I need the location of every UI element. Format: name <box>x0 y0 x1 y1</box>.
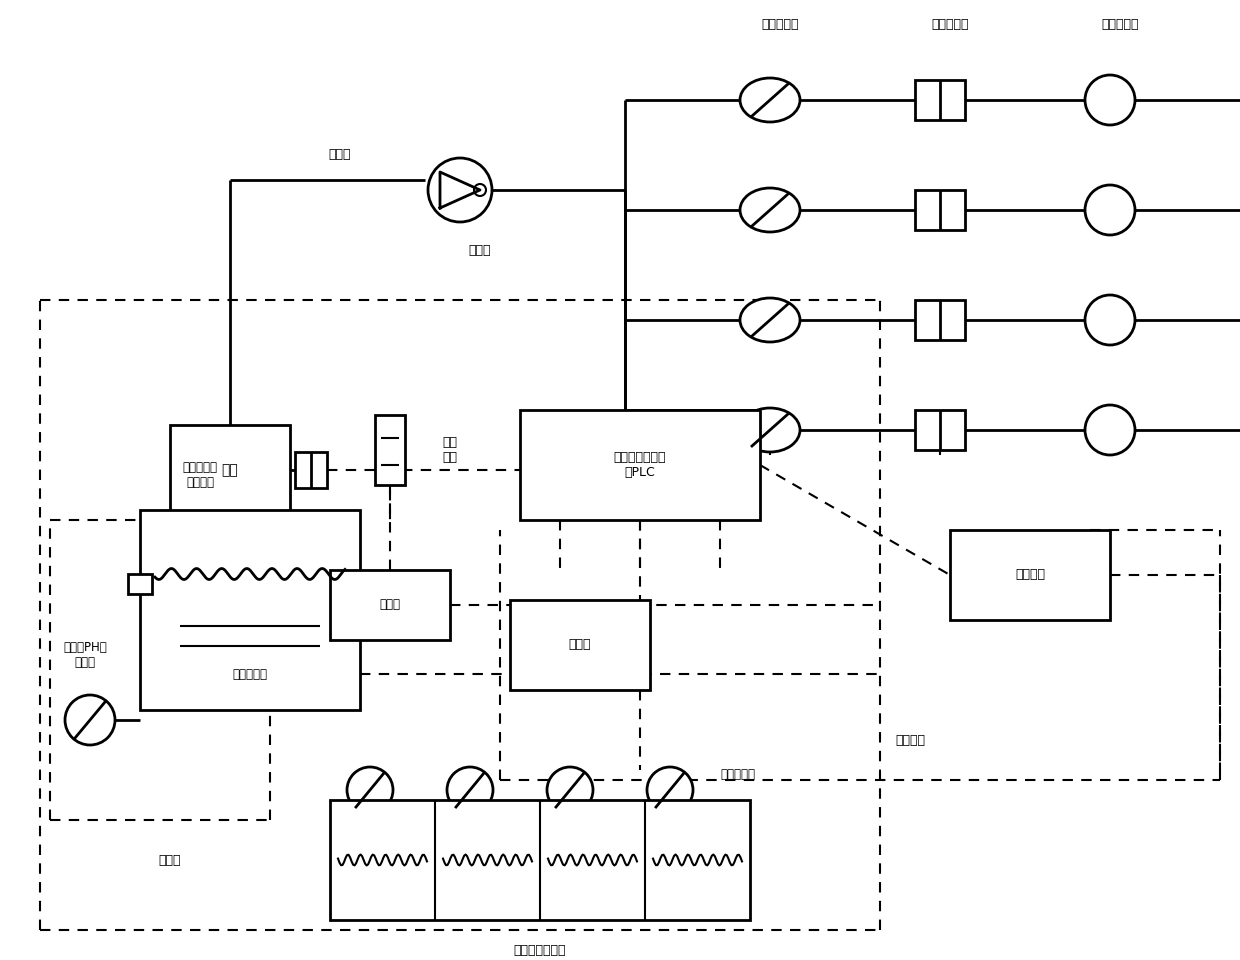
Circle shape <box>428 158 492 222</box>
Bar <box>950 530 1110 620</box>
Text: 稳流控制阀: 稳流控制阀 <box>720 769 755 781</box>
Bar <box>330 800 750 920</box>
Bar <box>170 425 290 515</box>
Circle shape <box>474 184 486 196</box>
Bar <box>915 300 965 340</box>
Text: 流量控制阀: 流量控制阀 <box>761 18 799 32</box>
Bar <box>520 410 760 520</box>
Bar <box>915 410 965 450</box>
Bar <box>915 80 965 120</box>
Bar <box>330 570 450 640</box>
Ellipse shape <box>740 408 800 452</box>
Circle shape <box>64 695 115 745</box>
Text: 可编程逻辑控制
器PLC: 可编程逻辑控制 器PLC <box>614 451 666 479</box>
Text: 单向阀: 单向阀 <box>469 244 491 256</box>
Text: 压注液实时
调配水箱: 压注液实时 调配水箱 <box>182 461 217 489</box>
Circle shape <box>647 767 693 813</box>
Bar <box>140 510 360 710</box>
Text: 注水管: 注水管 <box>329 149 351 161</box>
Bar <box>510 600 650 690</box>
Text: 搅拌器电机: 搅拌器电机 <box>233 667 268 681</box>
Text: 电源箱: 电源箱 <box>569 638 591 652</box>
Text: 压注液改性药箱: 压注液改性药箱 <box>513 944 567 956</box>
Bar <box>374 415 405 485</box>
Text: 粘度、PH值
传感器: 粘度、PH值 传感器 <box>63 641 107 669</box>
Ellipse shape <box>740 78 800 122</box>
Ellipse shape <box>740 298 800 342</box>
Bar <box>915 190 965 230</box>
Bar <box>295 452 327 488</box>
Circle shape <box>1085 185 1135 235</box>
Text: 连接电路: 连接电路 <box>895 733 925 747</box>
Circle shape <box>1085 75 1135 125</box>
Circle shape <box>1085 405 1135 455</box>
Circle shape <box>547 767 593 813</box>
Circle shape <box>446 767 494 813</box>
Ellipse shape <box>740 188 800 232</box>
Circle shape <box>1085 295 1135 345</box>
Text: 进水管: 进水管 <box>159 853 181 867</box>
Text: 流量传感器: 流量传感器 <box>931 18 968 32</box>
Text: 抽液泵: 抽液泵 <box>379 598 401 612</box>
Text: 监测分站: 监测分站 <box>1016 568 1045 582</box>
Text: 压力传感器: 压力传感器 <box>1101 18 1138 32</box>
Circle shape <box>347 767 393 813</box>
Text: 电控
开关: 电控 开关 <box>443 436 458 464</box>
Bar <box>128 574 153 594</box>
Text: 水泵: 水泵 <box>222 463 238 477</box>
